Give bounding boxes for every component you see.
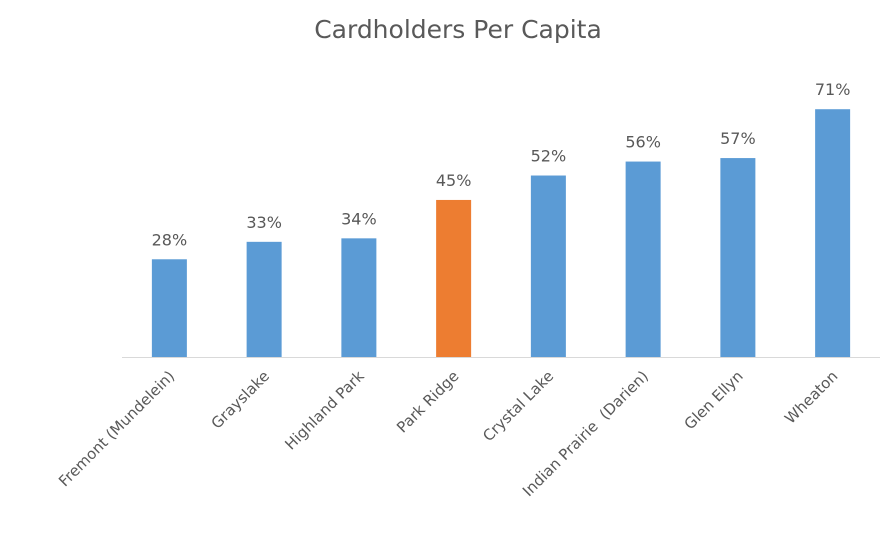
- x-tick-label: Fremont (Mundelein): [55, 367, 178, 490]
- x-tick-label: Wheaton: [781, 367, 841, 427]
- data-label: 28%: [152, 230, 188, 249]
- bar: [530, 175, 566, 357]
- data-label: 45%: [436, 171, 472, 190]
- x-tick-label: Grayslake: [208, 367, 273, 432]
- bar: [436, 199, 472, 357]
- chart-title: Cardholders Per Capita: [314, 15, 602, 44]
- data-label: 71%: [815, 80, 851, 99]
- x-tick-label: Glen Ellyn: [681, 367, 747, 433]
- bar: [720, 158, 756, 357]
- data-label: 57%: [720, 129, 756, 148]
- data-label: 56%: [625, 133, 661, 152]
- bar: [341, 238, 377, 357]
- bar: [246, 241, 282, 357]
- data-label: 52%: [531, 147, 567, 166]
- data-label: 34%: [341, 209, 377, 228]
- bar: [151, 259, 187, 357]
- bar: [815, 109, 851, 358]
- x-tick-label: Crystal Lake: [479, 367, 557, 445]
- x-tick-label: Highland Park: [281, 367, 368, 454]
- x-tick-label: Park Ridge: [393, 367, 462, 436]
- data-label: 33%: [246, 213, 282, 232]
- bar: [625, 161, 661, 357]
